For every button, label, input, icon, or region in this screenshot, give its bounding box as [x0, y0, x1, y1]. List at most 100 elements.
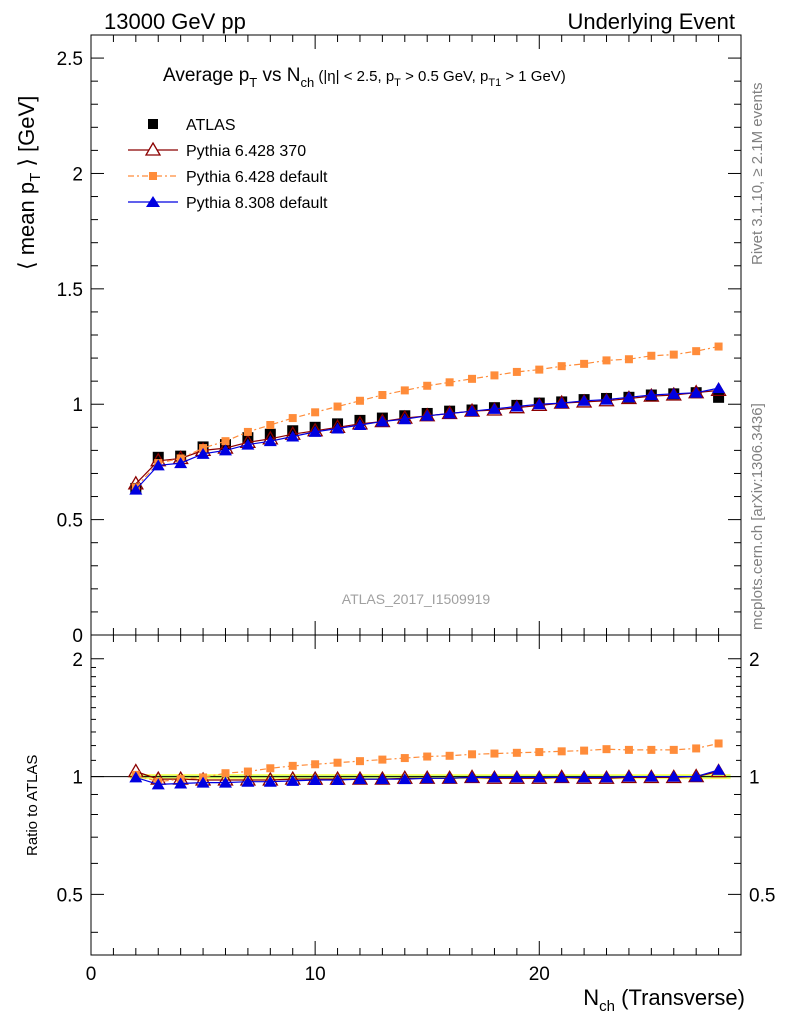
main-y-tick-label: 2: [72, 164, 83, 185]
main-point-p8_default: [375, 415, 389, 427]
x-axis-label: Nch (Transverse): [583, 985, 745, 1015]
ratio-point-p6_default: [221, 769, 230, 778]
main-point-atlas: [152, 451, 164, 463]
ratio-point-p8_default: [218, 776, 232, 788]
legend-entry-atlas: ATLAS: [148, 117, 236, 134]
main-point-p6_default: [378, 391, 387, 399]
ratio-point-p6_default: [423, 752, 432, 761]
ratio-point-p6_default: [714, 739, 723, 748]
main-point-p6_default: [557, 362, 566, 371]
ratio-point-p8_default: [644, 770, 658, 782]
main-y-tick-label: 0.5: [57, 511, 83, 532]
main-point-p8_default: [532, 398, 546, 410]
main-point-p8_default: [241, 438, 255, 450]
ratio-point-p8_default: [398, 773, 412, 785]
ratio-point-p8_default: [263, 775, 277, 787]
ratio-point-p6_default: [535, 748, 544, 757]
ratio-point-p8_default: [712, 763, 726, 775]
main-point-p6_default: [288, 414, 297, 423]
ratio-axis-ticks: 0.5 0.51 12 20 10 20: [57, 635, 775, 985]
ratio-point-p6_default: [624, 745, 633, 754]
main-point-p8_default: [644, 389, 658, 400]
main-point-p8_default: [712, 382, 726, 394]
main-point-p8_default: [174, 457, 188, 469]
main-point-p8_default: [667, 387, 681, 399]
ratio-point-p8_default: [308, 773, 322, 785]
ratio-point-p6_default: [692, 744, 701, 753]
legend-marker-p8-default: [146, 196, 160, 207]
ratio-y-tick-label: 1: [72, 768, 83, 789]
main-point-p8_default: [420, 409, 434, 421]
main-point-p8_default: [263, 435, 277, 447]
main-point-p8_default: [465, 405, 479, 417]
ratio-point-p8_default: [600, 771, 614, 783]
main-line-p6_370: [135, 389, 719, 485]
ratio-point-p8_default: [465, 771, 479, 783]
main-y-axis-label: ⟨ mean pT ⟩ [GeV]: [14, 96, 44, 270]
main-point-p8_default: [196, 447, 210, 459]
analysis-watermark: ATLAS_2017_I1509919: [342, 591, 491, 607]
ratio-point-p8_default: [174, 777, 188, 789]
ratio-y-tick-label: 2: [72, 650, 83, 671]
main-point-p8_default: [331, 422, 345, 434]
main-point-p6_default: [243, 427, 252, 436]
legend-label-atlas: ATLAS: [186, 117, 236, 134]
x-tick-label: 0: [86, 964, 97, 985]
legend-marker-atlas: [148, 119, 158, 129]
main-point-p8_default: [510, 400, 524, 412]
legend-label-p6-default: Pythia 6.428 default: [186, 169, 328, 186]
main-point-p8_default: [443, 407, 457, 419]
main-point-p6_default: [400, 386, 409, 395]
ratio-y-axis-label: Ratio to ATLAS: [24, 755, 41, 856]
legend-entry-p6-default: Pythia 6.428 default: [128, 169, 328, 186]
main-point-p8_default: [577, 394, 591, 406]
ratio-point-p8_default: [667, 770, 681, 782]
main-axis-ticks: 0 0.5 1 1.5 2 2.5: [57, 34, 742, 647]
main-point-p6_default: [512, 367, 521, 376]
ratio-point-p8_default: [577, 771, 591, 783]
legend-label-p8-default: Pythia 8.308 default: [186, 195, 328, 212]
main-point-p8_default: [398, 413, 412, 425]
ratio-point-p6_default: [647, 745, 656, 754]
main-point-p8_default: [555, 397, 569, 409]
ratio-line-p6_default: [135, 742, 719, 783]
main-point-atlas: [242, 432, 254, 444]
ratio-point-p6_default: [400, 754, 409, 763]
main-point-p8_default: [286, 430, 300, 442]
ratio-point-p6_default: [468, 750, 477, 759]
ratio-point-p6_default: [490, 749, 499, 758]
ratio-point-p8_default: [353, 773, 367, 785]
main-point-p6_default: [468, 374, 477, 383]
main-point-p6_default: [266, 421, 275, 429]
ratio-point-p6_default: [580, 746, 589, 755]
ratio-point-p8_default: [286, 774, 300, 786]
main-point-p6_default: [624, 355, 633, 364]
rivet-label: Rivet 3.1.10, ≥ 2.1M events: [749, 83, 766, 266]
ratio-point-p8_default: [375, 773, 389, 785]
ratio-y-tick-label-right: 2: [749, 650, 760, 671]
x-tick-label: 10: [305, 964, 326, 985]
ratio-point-p8_default: [151, 778, 165, 790]
legend-label-p6-370: Pythia 6.428 370: [186, 143, 306, 160]
ratio-point-p6_default: [557, 747, 566, 756]
main-y-tick-label: 1: [72, 395, 83, 416]
legend-entry-p6-370: Pythia 6.428 370: [128, 141, 306, 160]
legend-entry-p8-default: Pythia 8.308 default: [128, 195, 328, 212]
ratio-point-p8_default: [241, 775, 255, 787]
ratio-point-p6_default: [311, 760, 320, 769]
main-y-tick-label: 0: [72, 626, 83, 647]
main-point-p8_default: [622, 391, 636, 403]
ratio-point-p6_default: [512, 748, 521, 757]
ratio-point-p6_default: [378, 755, 387, 764]
ratio-point-p6_default: [266, 764, 275, 773]
legend: ATLAS Pythia 6.428 370 Pythia 6.428 defa…: [128, 117, 328, 212]
ratio-y-tick-label-right: 0.5: [749, 885, 775, 906]
main-point-p6_default: [669, 350, 678, 359]
x-tick-label: 20: [529, 964, 550, 985]
ratio-point-p6_default: [333, 758, 342, 767]
ratio-point-p8_default: [129, 771, 143, 783]
main-point-p6_default: [535, 365, 544, 374]
main-point-p8_default: [218, 444, 232, 456]
main-point-p6_default: [602, 356, 611, 365]
ratio-point-p8_default: [555, 771, 569, 783]
